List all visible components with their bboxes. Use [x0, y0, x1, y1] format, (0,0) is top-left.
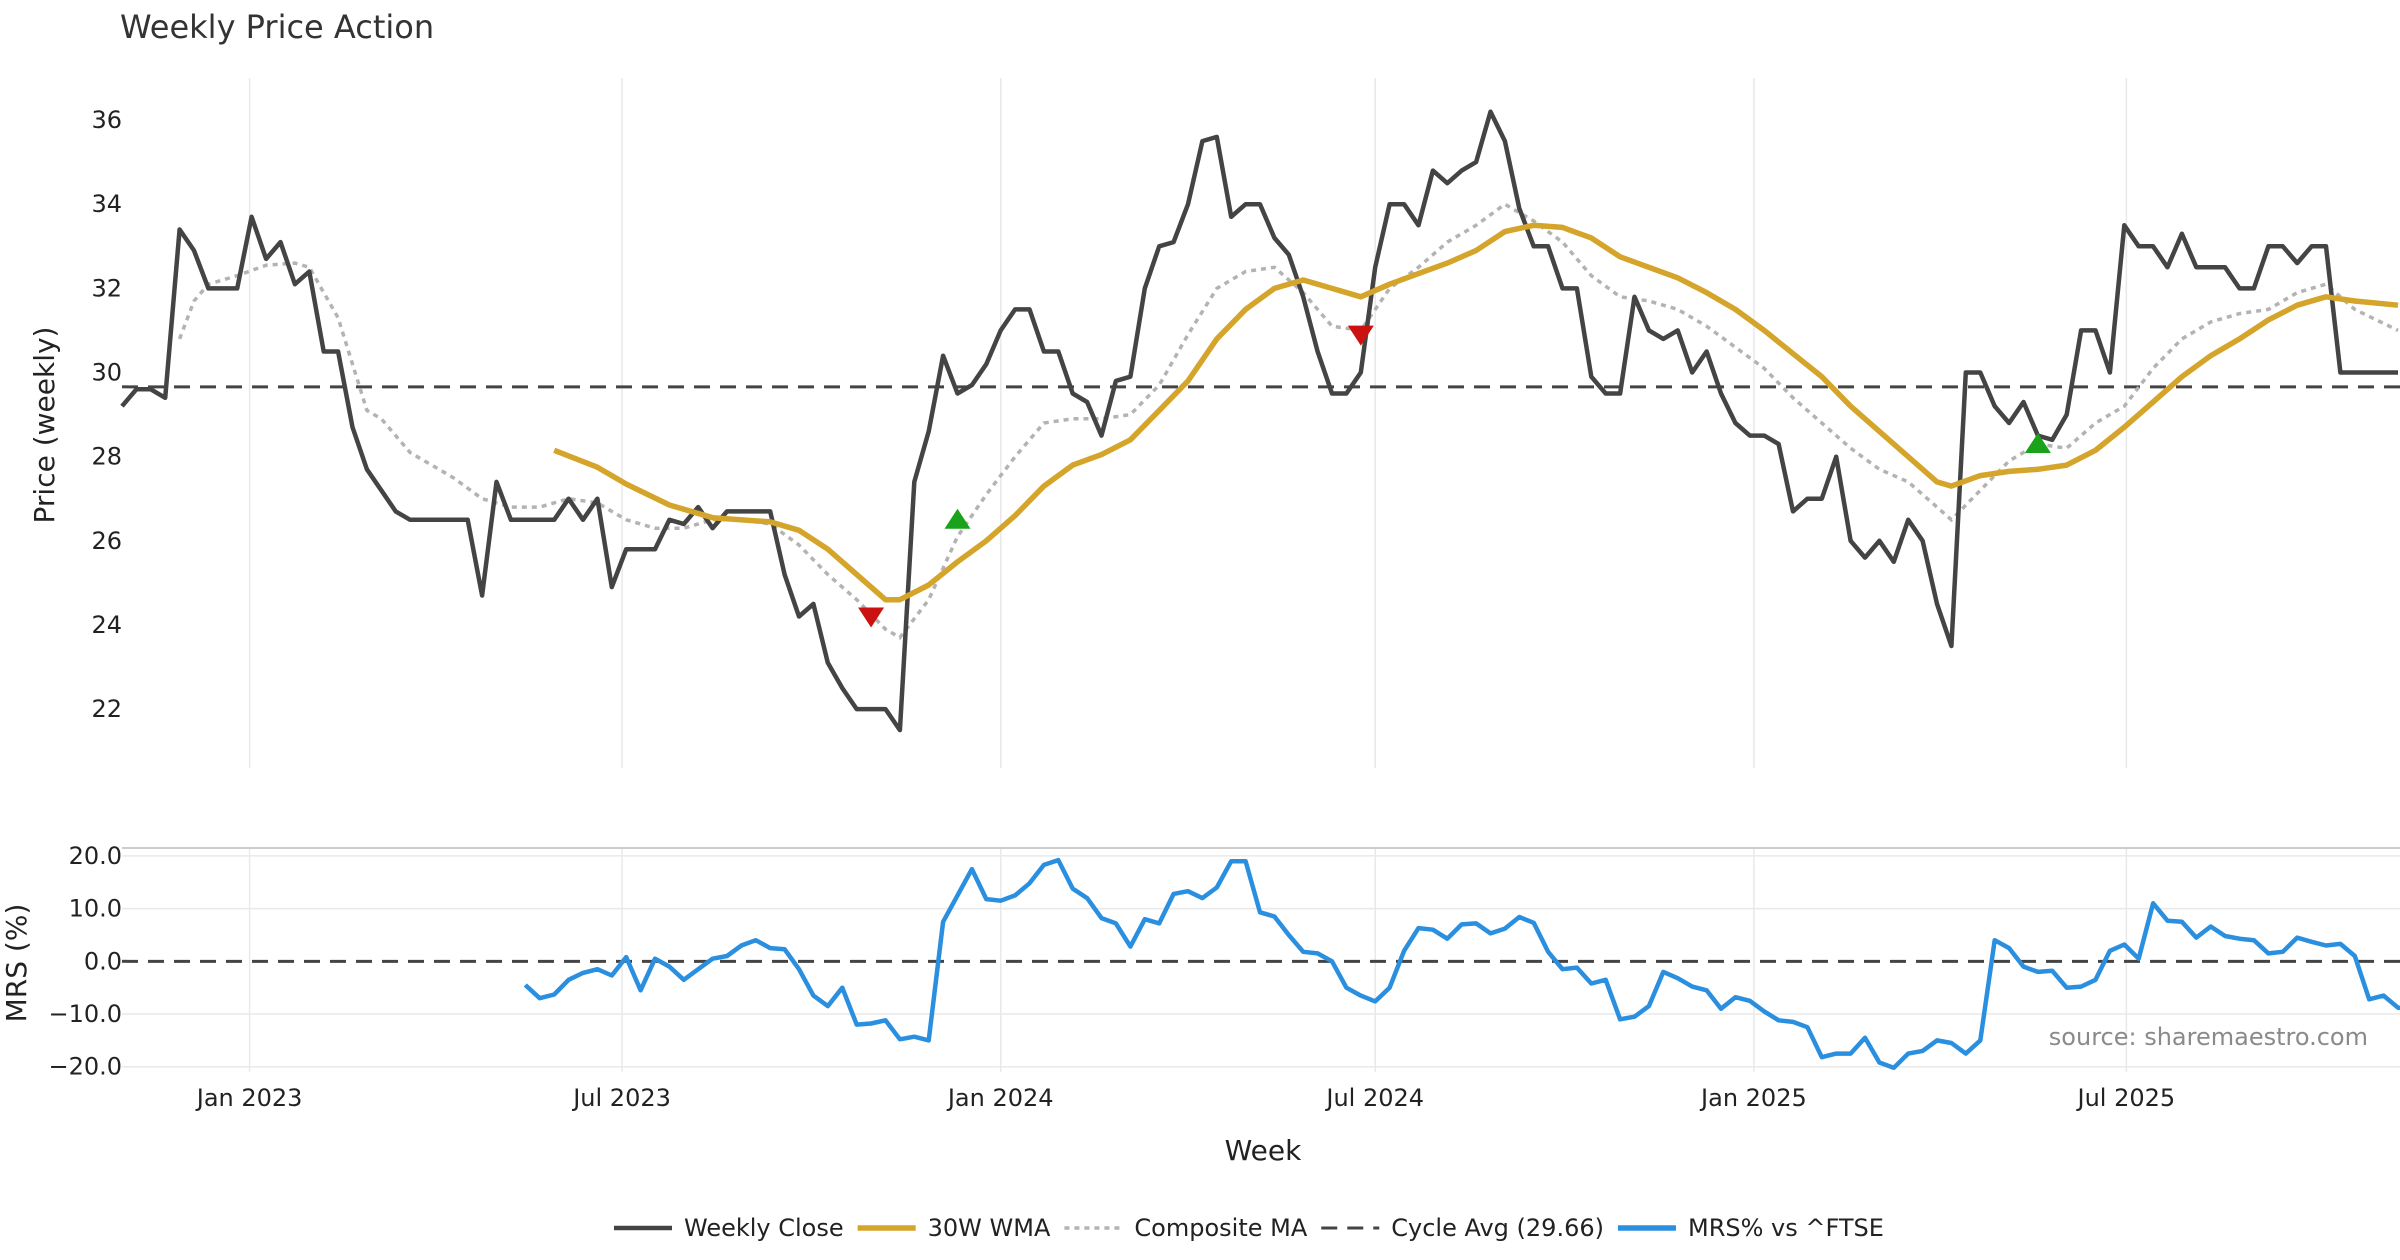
- buy-signal-marker: [2024, 433, 2051, 454]
- price-axis-label: Price (weekly): [28, 327, 61, 524]
- mrs-line: [523, 857, 2400, 1071]
- legend-label: Weekly Close: [684, 1214, 844, 1242]
- sell-signal-marker: [1347, 325, 1374, 346]
- price-y-tick: 34: [91, 190, 122, 218]
- mrs-y-tick: 20.0: [69, 842, 122, 870]
- mrs-y-tick: −20.0: [48, 1053, 122, 1081]
- price-y-tick: 36: [91, 106, 122, 134]
- price-y-tick: 22: [91, 695, 122, 723]
- price-y-tick: 26: [91, 527, 122, 555]
- mrs-y-tick: 0.0: [84, 947, 122, 975]
- x-tick-label: Jan 2024: [946, 1084, 1054, 1112]
- chart-title: Weekly Price Action: [120, 8, 434, 46]
- x-tick-label: Jul 2024: [1324, 1084, 1424, 1112]
- buy-signal-marker: [944, 508, 971, 529]
- legend-label: 30W WMA: [928, 1214, 1051, 1242]
- mrs-panel: Jan 2023 Jul 2023 Jan 2024 Jul 2024 Jan 2025…: [48, 842, 2400, 1112]
- composite-ma-line: [177, 202, 2399, 640]
- mrs-axis-label: MRS (%): [0, 904, 33, 1023]
- sell-signal-marker: [858, 607, 885, 628]
- x-tick-label: Jan 2023: [195, 1084, 303, 1112]
- wma-30w-line: [553, 222, 2399, 603]
- legend: Weekly Close 30W WMA Composite MA Cycle Avg…: [614, 1214, 1884, 1242]
- mrs-y-tick: 10.0: [69, 895, 122, 923]
- price-panel: 22 24 26 28 30 32 34 36: [91, 78, 2400, 768]
- weekly-close-line: [120, 109, 2398, 733]
- legend-label: Cycle Avg (29.66): [1391, 1214, 1604, 1242]
- price-y-tick: 32: [91, 274, 122, 302]
- source-note: source: sharemaestro.com: [2049, 1023, 2368, 1051]
- price-y-tick: 24: [91, 611, 122, 639]
- x-tick-label: Jan 2025: [1699, 1084, 1807, 1112]
- x-axis-label: Week: [1225, 1134, 1302, 1167]
- x-tick-label: Jul 2025: [2076, 1084, 2176, 1112]
- x-tick-label: Jul 2023: [571, 1084, 671, 1112]
- price-y-tick: 28: [91, 443, 122, 471]
- price-y-tick: 30: [91, 359, 122, 387]
- legend-label: Composite MA: [1134, 1214, 1307, 1242]
- mrs-y-tick: −10.0: [48, 1000, 122, 1028]
- legend-label: MRS% vs ^FTSE: [1688, 1214, 1884, 1242]
